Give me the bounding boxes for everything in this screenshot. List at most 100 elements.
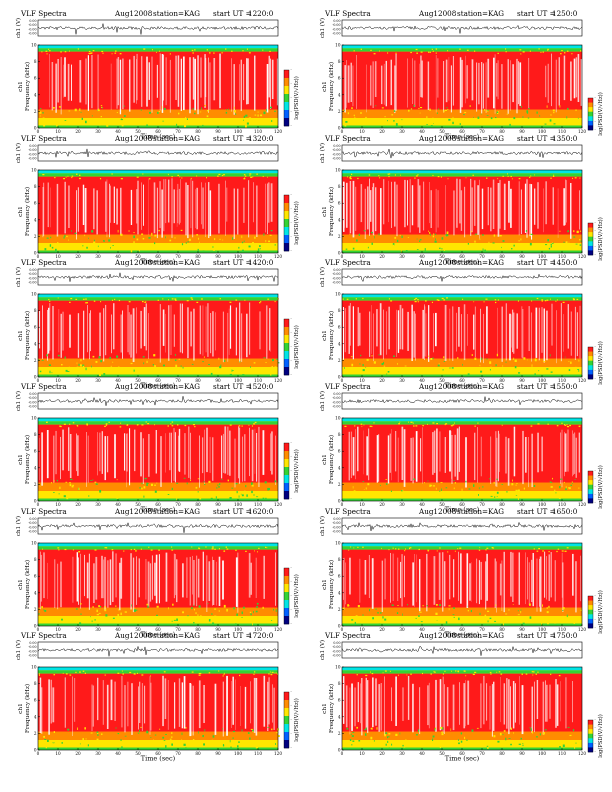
- low-band-speckle: [91, 620, 93, 623]
- low-band-speckle: [347, 112, 349, 115]
- panel-title: VLF Spectra: [325, 134, 371, 143]
- spheric-streak: [345, 685, 348, 728]
- spheric-streak: [255, 557, 257, 598]
- low-band-speckle: [513, 244, 515, 247]
- top-band-speckle: [78, 551, 80, 553]
- top-band-speckle: [86, 424, 88, 426]
- top-band-speckle: [558, 675, 561, 677]
- spheric-streak: [497, 183, 500, 237]
- spheric-streak: [204, 54, 206, 108]
- low-yellow-band: [38, 740, 278, 748]
- top-band-speckle: [111, 53, 113, 55]
- spheric-streak: [470, 178, 472, 236]
- low-band-speckle: [87, 744, 89, 747]
- low-band-speckle: [94, 619, 96, 621]
- low-band-speckle: [273, 608, 274, 611]
- low-band-speckle: [53, 740, 55, 743]
- low-band-speckle: [405, 739, 407, 742]
- low-band-speckle: [419, 239, 422, 241]
- low-band-speckle: [503, 730, 506, 732]
- low-band-speckle: [573, 230, 575, 233]
- low-band-speckle: [446, 107, 448, 109]
- low-band-speckle: [194, 608, 195, 611]
- low-band-speckle: [197, 491, 199, 493]
- top-band-speckle: [578, 425, 581, 427]
- spheric-streak: [521, 306, 523, 358]
- low-band-speckle: [251, 482, 253, 486]
- spheric-streak: [351, 683, 353, 731]
- spheric-streak: [173, 314, 175, 347]
- low-band-speckle: [536, 111, 538, 114]
- low-yellow-band: [38, 243, 278, 251]
- low-band-speckle: [413, 104, 415, 107]
- low-band-speckle: [191, 607, 193, 610]
- low-band-speckle: [99, 370, 100, 372]
- low-band-speckle: [435, 233, 437, 236]
- top-band-speckle: [443, 299, 446, 301]
- low-band-speckle: [555, 492, 557, 494]
- spheric-streak: [163, 179, 165, 232]
- spheric-streak: [532, 553, 534, 607]
- low-band-speckle: [84, 492, 86, 494]
- low-band-speckle: [574, 366, 577, 369]
- low-band-speckle: [352, 740, 355, 742]
- top-band-speckle: [137, 424, 139, 426]
- low-band-speckle: [526, 359, 528, 361]
- x-tick-label: 50: [135, 378, 141, 383]
- spheric-streak: [182, 563, 184, 598]
- low-band-speckle: [499, 235, 502, 237]
- top-band-speckle: [415, 425, 418, 427]
- spheric-streak: [41, 687, 43, 734]
- low-band-speckle: [380, 612, 382, 614]
- spheric-streak: [82, 184, 85, 225]
- top-band-speckle: [171, 549, 174, 551]
- low-band-speckle: [214, 615, 217, 617]
- spheric-streak: [117, 57, 120, 106]
- low-band-speckle: [256, 605, 258, 609]
- low-band-speckle: [366, 358, 369, 361]
- low-band-speckle: [277, 367, 278, 371]
- top-band-speckle: [472, 174, 474, 176]
- spheric-streak: [162, 675, 164, 727]
- spheric-streak: [510, 551, 512, 597]
- colorbar-segment: [588, 724, 593, 730]
- top-band-speckle: [38, 674, 40, 676]
- top-band-speckle: [485, 298, 488, 300]
- low-band-speckle: [181, 732, 183, 736]
- spheric-streak: [187, 185, 189, 239]
- panel-start-ut: 1750:0: [552, 631, 578, 640]
- spheric-streak: [78, 557, 79, 605]
- x-tick-label: 30: [95, 129, 101, 134]
- spheric-streak: [400, 561, 402, 599]
- top-band-speckle: [174, 298, 177, 300]
- low-band-speckle: [550, 486, 553, 488]
- low-band-speckle: [486, 745, 489, 748]
- y-axis-label: Frequency (kHz): [328, 684, 335, 733]
- signal-tick-label: -0.00: [28, 654, 36, 658]
- spheric-streak: [250, 562, 252, 595]
- low-band-speckle: [490, 495, 493, 497]
- low-band-speckle: [562, 607, 565, 610]
- low-band-speckle: [352, 486, 354, 489]
- low-band-speckle: [81, 117, 83, 120]
- x-tick-label: 20: [75, 502, 81, 507]
- low-band-speckle: [117, 614, 119, 617]
- top-band-speckle: [395, 52, 397, 54]
- y-axis-label: Frequency (kHz): [24, 187, 31, 236]
- low-band-speckle: [96, 119, 98, 122]
- low-band-speckle: [482, 248, 484, 251]
- low-band-speckle: [573, 236, 576, 238]
- low-band-speckle: [353, 490, 356, 492]
- signal-axis-label: ch1 (V): [319, 391, 326, 411]
- low-band-speckle: [229, 497, 232, 499]
- low-band-speckle: [135, 609, 138, 611]
- low-band-speckle: [495, 364, 497, 367]
- top-band-speckle: [548, 551, 550, 553]
- low-band-speckle: [115, 727, 117, 729]
- top-band-speckle: [181, 177, 183, 179]
- spheric-streak: [550, 552, 552, 598]
- low-band-speckle: [139, 487, 141, 489]
- low-band-speckle: [273, 619, 276, 621]
- low-band-speckle: [351, 107, 353, 109]
- top-band-speckle: [384, 670, 387, 672]
